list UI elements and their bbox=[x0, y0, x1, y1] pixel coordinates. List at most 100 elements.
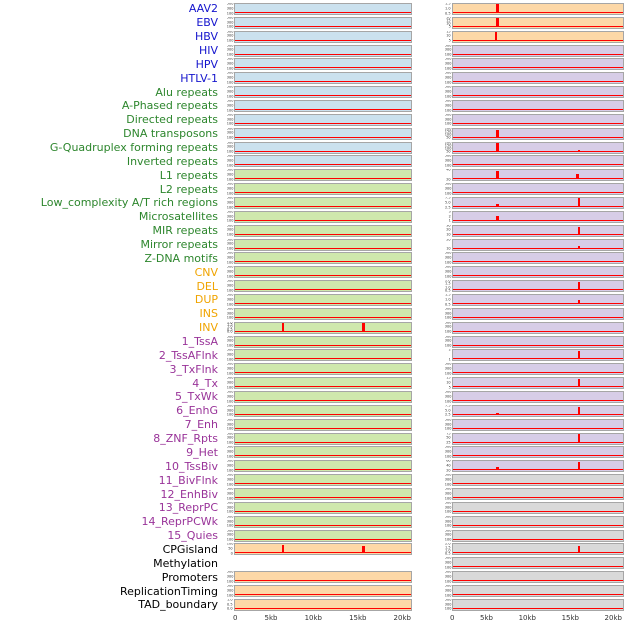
y-axis-tick-label: 100 bbox=[226, 357, 233, 362]
track-row: Mirror repeats 500 300 100 20 10 bbox=[0, 238, 630, 252]
right-y-axis-ticks: 500 300 100 bbox=[412, 183, 452, 195]
left-panel bbox=[234, 571, 412, 584]
y-axis-tick-label: 0.0 bbox=[227, 607, 233, 611]
y-axis-tick-label: 100 bbox=[444, 510, 451, 514]
y-axis-tick-label: 100 bbox=[226, 66, 233, 71]
y-axis-tick-label: 100 bbox=[226, 177, 233, 182]
y-axis-tick-label: 300 bbox=[444, 61, 451, 66]
y-axis-tick-label: 100 bbox=[226, 233, 233, 237]
right-y-axis-ticks: 500 300 100 bbox=[412, 100, 452, 112]
y-axis-tick-label: 100 bbox=[444, 371, 451, 376]
signal-baseline bbox=[235, 275, 411, 277]
track-label: Inverted repeats bbox=[126, 154, 218, 168]
y-axis-tick-label: 0.5 bbox=[227, 327, 233, 332]
signal-baseline bbox=[235, 386, 411, 388]
signal-baseline bbox=[453, 399, 623, 401]
signal-baseline bbox=[235, 399, 411, 401]
y-axis-tick-label: 500 bbox=[226, 307, 233, 311]
signal-spike bbox=[496, 143, 499, 152]
x-axis-tick-label: 20kb bbox=[393, 614, 411, 622]
x-axis-tick-label: 10kb bbox=[304, 614, 322, 622]
right-panel bbox=[452, 293, 624, 306]
x-axis-tick-label: 15kb bbox=[561, 614, 579, 622]
right-panel bbox=[452, 501, 624, 514]
signal-baseline bbox=[235, 594, 411, 596]
left-panel bbox=[234, 377, 412, 390]
y-axis-tick-label: 100 bbox=[226, 543, 233, 547]
left-y-axis-ticks bbox=[218, 557, 234, 569]
y-axis-tick-label: 300 bbox=[444, 491, 451, 496]
y-axis-tick-label: 100 bbox=[444, 132, 451, 137]
right-panel bbox=[452, 404, 624, 417]
signal-spike bbox=[577, 545, 581, 554]
y-axis-tick-label: 1.0 bbox=[445, 285, 451, 290]
signal-baseline bbox=[235, 441, 411, 443]
left-panel bbox=[234, 501, 412, 514]
y-axis-tick-label: 300 bbox=[226, 477, 233, 482]
right-y-axis-ticks: 500 300 100 bbox=[412, 391, 452, 403]
y-axis-tick-label: 500 bbox=[444, 99, 451, 103]
signal-spike bbox=[362, 322, 365, 332]
signal-baseline bbox=[235, 538, 411, 540]
y-axis-tick-label: 15 bbox=[446, 377, 451, 380]
track-label: DNA transposons bbox=[123, 127, 218, 141]
right-y-axis-ticks: 500 300 100 bbox=[412, 308, 452, 320]
left-panel bbox=[234, 141, 412, 154]
y-axis-tick-label: 1.0 bbox=[445, 548, 451, 553]
y-axis-tick-label: 300 bbox=[226, 283, 233, 288]
y-axis-tick-label: 100 bbox=[226, 219, 233, 223]
y-axis-tick-label: 1.5 bbox=[445, 293, 451, 297]
y-axis-tick-label: 30 bbox=[446, 224, 451, 228]
left-panel bbox=[234, 404, 412, 417]
signal-baseline bbox=[453, 233, 623, 235]
y-axis-tick-label: 300 bbox=[444, 394, 451, 399]
y-axis-tick-label: 500 bbox=[226, 529, 233, 533]
track-label: L1 repeats bbox=[159, 168, 218, 182]
y-axis-tick-label: 100 bbox=[444, 454, 451, 459]
right-y-axis-ticks: 500 300 100 bbox=[412, 488, 452, 500]
right-panel bbox=[452, 86, 624, 99]
y-axis-tick-label: 100 bbox=[226, 122, 233, 126]
signal-spike bbox=[496, 17, 499, 27]
y-axis-tick-label: 100 bbox=[444, 260, 451, 265]
y-axis-tick-label: 100 bbox=[444, 316, 451, 320]
y-axis-tick-label: 500 bbox=[444, 321, 451, 325]
y-axis-tick-label: 100 bbox=[226, 205, 233, 209]
signal-spike bbox=[577, 462, 581, 471]
track-row: DNA transposons 500 300 100 200 150 100 50 bbox=[0, 127, 630, 141]
signal-baseline bbox=[235, 11, 411, 13]
y-axis-tick-label: 100 bbox=[444, 66, 451, 71]
y-axis-tick-label: 500 bbox=[444, 58, 451, 62]
y-axis-tick-label: 0 bbox=[230, 551, 233, 556]
left-y-axis-ticks: 500 300 100 bbox=[218, 419, 234, 431]
signal-baseline bbox=[453, 39, 623, 41]
y-axis-tick-label: 5 bbox=[448, 385, 451, 390]
track-label: 10_TssBiv bbox=[165, 459, 218, 473]
right-y-axis-ticks: 500 300 100 bbox=[412, 419, 452, 431]
y-axis-tick-label: 500 bbox=[226, 58, 233, 62]
right-panel bbox=[452, 515, 624, 528]
signal-baseline bbox=[453, 427, 623, 429]
y-axis-tick-label: 100 bbox=[444, 399, 451, 403]
track-label: Promoters bbox=[161, 570, 218, 584]
y-axis-tick-label: 2 bbox=[448, 214, 451, 219]
y-axis-tick-label: 300 bbox=[226, 505, 233, 510]
y-axis-tick-label: 1.5 bbox=[445, 282, 451, 287]
track-rows: AAV2 500 300 100 1.5 1.0 0.5 EBV 500 300 100 2… bbox=[0, 2, 630, 611]
signal-baseline bbox=[453, 164, 623, 166]
signal-spike bbox=[577, 198, 581, 207]
y-axis-tick-label: 500 bbox=[444, 488, 451, 491]
left-panel bbox=[234, 515, 412, 528]
x-axis-tick-label: 20kb bbox=[604, 614, 622, 622]
left-panel bbox=[234, 224, 412, 237]
y-axis-tick-label: 500 bbox=[226, 266, 233, 270]
track-label: HTLV-1 bbox=[180, 71, 218, 85]
track-label: AAV2 bbox=[188, 2, 218, 16]
signal-spike bbox=[494, 32, 497, 41]
signal-baseline bbox=[235, 413, 411, 415]
signal-baseline bbox=[235, 219, 411, 221]
signal-baseline bbox=[235, 302, 411, 304]
y-axis-tick-label: 500 bbox=[444, 86, 451, 89]
y-axis-tick-label: 300 bbox=[226, 339, 233, 344]
signal-baseline bbox=[235, 67, 411, 69]
